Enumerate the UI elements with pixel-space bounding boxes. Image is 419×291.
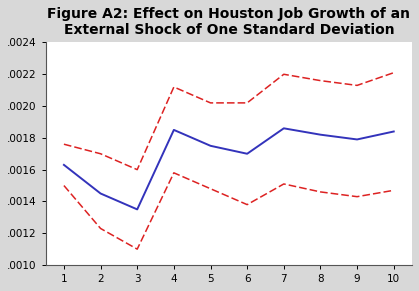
Title: Figure A2: Effect on Houston Job Growth of an
External Shock of One Standard Dev: Figure A2: Effect on Houston Job Growth … xyxy=(47,7,410,37)
